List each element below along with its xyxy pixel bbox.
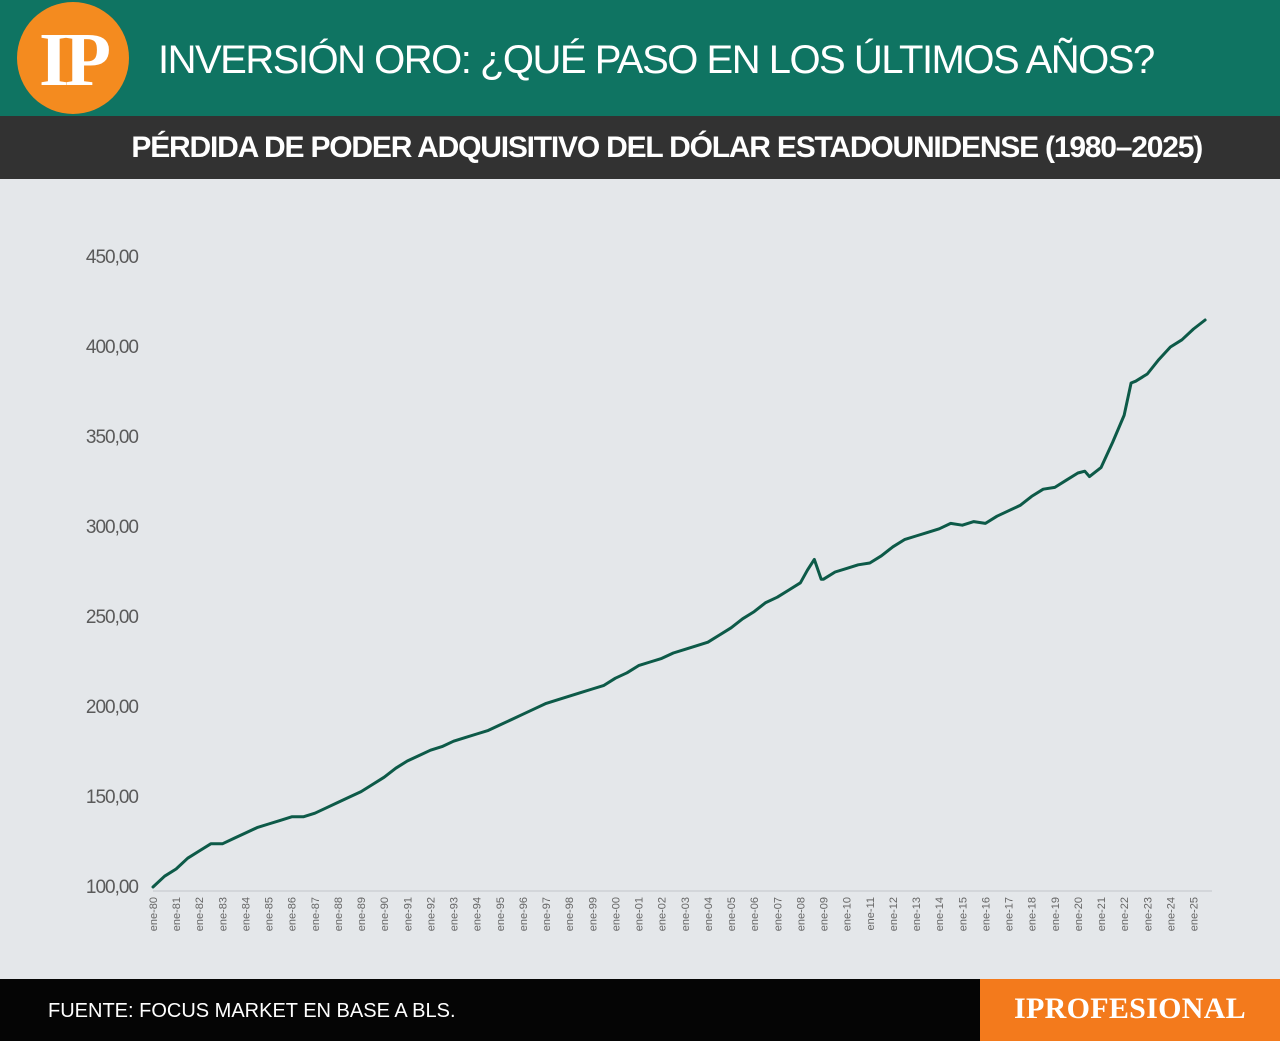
x-tick-label: ene-89 bbox=[356, 897, 368, 931]
x-tick-label: ene-24 bbox=[1165, 897, 1177, 931]
x-tick-label: ene-25 bbox=[1189, 897, 1201, 931]
page-title: INVERSIÓN ORO: ¿QUÉ PASO EN LOS ÚLTIMOS … bbox=[158, 38, 1155, 82]
ip-logo: IP bbox=[17, 2, 129, 114]
x-tick-label: ene-20 bbox=[1073, 897, 1085, 931]
x-tick-label: ene-05 bbox=[726, 897, 738, 931]
x-tick-label: ene-15 bbox=[957, 897, 969, 931]
footer-bar: FUENTE: FOCUS MARKET EN BASE A BLS. IPRO… bbox=[0, 979, 1280, 1041]
y-axis: 100,00 150,00 200,00 250,00 300,00 350,00 400,… bbox=[86, 247, 140, 898]
x-tick-label: ene-18 bbox=[1027, 897, 1039, 931]
x-tick-label: ene-81 bbox=[171, 897, 183, 931]
y-tick-label: 400,00 bbox=[86, 337, 139, 358]
source-note: FUENTE: FOCUS MARKET EN BASE A BLS. bbox=[48, 1000, 456, 1022]
x-tick-label: ene-87 bbox=[310, 897, 322, 931]
x-tick-label: ene-92 bbox=[425, 897, 437, 931]
x-tick-label: ene-10 bbox=[842, 897, 854, 931]
line-chart: 100,00 150,00 200,00 250,00 300,00 350,00 400,… bbox=[86, 247, 1212, 931]
x-tick-label: ene-01 bbox=[634, 897, 646, 931]
x-tick-label: ene-19 bbox=[1050, 897, 1062, 931]
x-tick-label: ene-08 bbox=[795, 897, 807, 931]
x-tick-label: ene-95 bbox=[495, 897, 507, 931]
series-line bbox=[151, 318, 1207, 889]
y-tick-label: 350,00 bbox=[86, 427, 139, 448]
x-tick-label: ene-00 bbox=[610, 897, 622, 931]
x-tick-label: ene-98 bbox=[564, 897, 576, 931]
x-tick-label: ene-11 bbox=[865, 897, 877, 930]
y-tick-label: 300,00 bbox=[86, 517, 139, 538]
x-tick-label: ene-12 bbox=[888, 897, 900, 931]
x-tick-label: ene-96 bbox=[518, 897, 530, 931]
x-tick-label: ene-99 bbox=[587, 897, 599, 931]
x-tick-label: ene-03 bbox=[680, 897, 692, 931]
x-tick-label: ene-13 bbox=[911, 897, 923, 931]
x-tick-label: ene-93 bbox=[449, 897, 461, 931]
x-tick-label: ene-85 bbox=[264, 897, 276, 931]
x-axis: ene-80 ene-81 ene-82 ene-83 ene-84 ene-85 ene-… bbox=[148, 890, 1212, 931]
y-tick-label: 450,00 bbox=[86, 247, 139, 268]
x-tick-label: ene-23 bbox=[1142, 897, 1154, 931]
y-tick-label: 150,00 bbox=[86, 787, 139, 808]
x-tick-label: ene-17 bbox=[1004, 897, 1016, 931]
x-tick-label: ene-90 bbox=[379, 897, 391, 931]
x-tick-label: ene-04 bbox=[703, 897, 715, 931]
chart-title: PÉRDIDA DE PODER ADQUISITIVO DEL DÓLAR E… bbox=[131, 131, 1203, 164]
x-tick-label: ene-06 bbox=[749, 897, 761, 931]
x-tick-label: ene-21 bbox=[1096, 897, 1108, 931]
x-tick-label: ene-16 bbox=[980, 897, 992, 931]
x-tick-label: ene-88 bbox=[333, 897, 345, 931]
x-tick-label: ene-91 bbox=[402, 897, 414, 931]
subtitle-bar: PÉRDIDA DE PODER ADQUISITIVO DEL DÓLAR E… bbox=[0, 116, 1280, 179]
header-bar: IP INVERSIÓN ORO: ¿QUÉ PASO EN LOS ÚLTIM… bbox=[0, 0, 1280, 116]
brand-box: IPROFESIONAL bbox=[980, 979, 1280, 1041]
x-tick-label: ene-97 bbox=[541, 897, 553, 931]
x-tick-label: ene-80 bbox=[148, 897, 160, 931]
y-tick-label: 200,00 bbox=[86, 697, 139, 718]
x-tick-label: ene-94 bbox=[472, 897, 484, 931]
x-tick-label: ene-07 bbox=[772, 897, 784, 931]
x-tick-label: ene-82 bbox=[194, 897, 206, 931]
y-tick-label: 100,00 bbox=[86, 877, 139, 898]
x-tick-label: ene-02 bbox=[657, 897, 669, 931]
x-tick-label: ene-83 bbox=[217, 897, 229, 931]
x-tick-label: ene-86 bbox=[287, 897, 299, 931]
x-tick-label: ene-84 bbox=[240, 897, 252, 931]
x-tick-label: ene-22 bbox=[1119, 897, 1131, 931]
y-tick-label: 250,00 bbox=[86, 607, 139, 628]
logo-text: IP bbox=[39, 18, 111, 102]
brand-logo: IPROFESIONAL bbox=[1014, 992, 1246, 1025]
x-tick-label: ene-14 bbox=[934, 897, 946, 931]
x-tick-label: ene-09 bbox=[819, 897, 831, 931]
